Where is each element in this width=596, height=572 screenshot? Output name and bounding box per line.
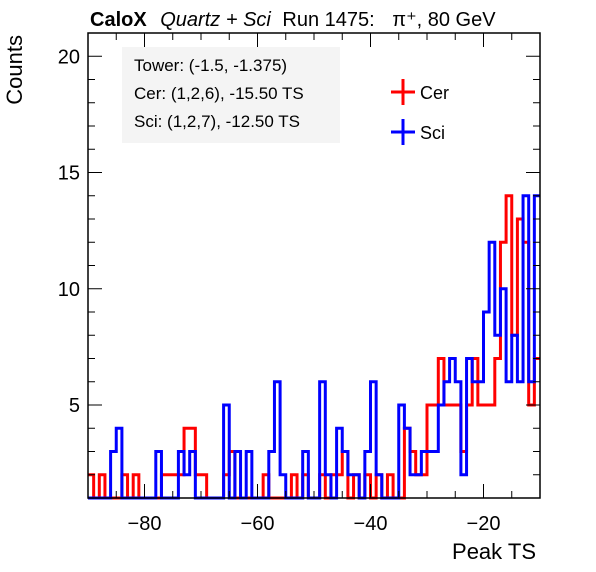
x-tick-label: −20 [467, 513, 501, 535]
x-tick-label: −60 [241, 513, 275, 535]
y-tick-label: 20 [58, 46, 80, 68]
y-tick-label: 5 [69, 395, 80, 417]
axis-layer: −80 −60 −40 −20 5 10 15 20 [58, 32, 541, 535]
title-particle: π⁺, 80 GeV [392, 9, 496, 31]
annotation-cer: Cer: (1,2,6), -15.50 TS [134, 84, 304, 103]
legend-cer-label: Cer [420, 83, 449, 103]
title-brand: CaloX [90, 9, 147, 31]
y-tick-label: 15 [58, 163, 80, 185]
legend-entry-cer: Cer [391, 79, 449, 105]
legend-entry-sci: Sci [391, 119, 445, 145]
annotation-tower: Tower: (-1.5, -1.375) [134, 56, 287, 75]
annotation-background [122, 47, 340, 143]
y-tick-label: 10 [58, 279, 80, 301]
title-run: Run 1475: [282, 9, 374, 31]
x-axis-title: Peak TS [452, 539, 536, 564]
series-layer [88, 194, 540, 500]
series-sci [88, 194, 540, 500]
x-tick-label: −40 [354, 513, 388, 535]
svg-text:CaloX Quartz + Sci: CaloX Quartz + Sci Run 1475: π⁺, 80 GeV [90, 9, 496, 31]
annotation-box: Tower: (-1.5, -1.375) Cer: (1,2,6), -15.… [122, 47, 340, 143]
chart-title: CaloX Quartz + Sci Run 1475: π⁺, 80 GeV [90, 9, 496, 31]
legend: Cer Sci [391, 79, 449, 145]
y-axis-title: Counts [2, 35, 27, 105]
series-sci-line [88, 194, 540, 500]
legend-sci-label: Sci [420, 123, 445, 143]
annotation-sci: Sci: (1,2,7), -12.50 TS [134, 112, 300, 131]
title-config: Quartz + Sci [160, 9, 271, 31]
x-tick-label: −80 [128, 513, 162, 535]
